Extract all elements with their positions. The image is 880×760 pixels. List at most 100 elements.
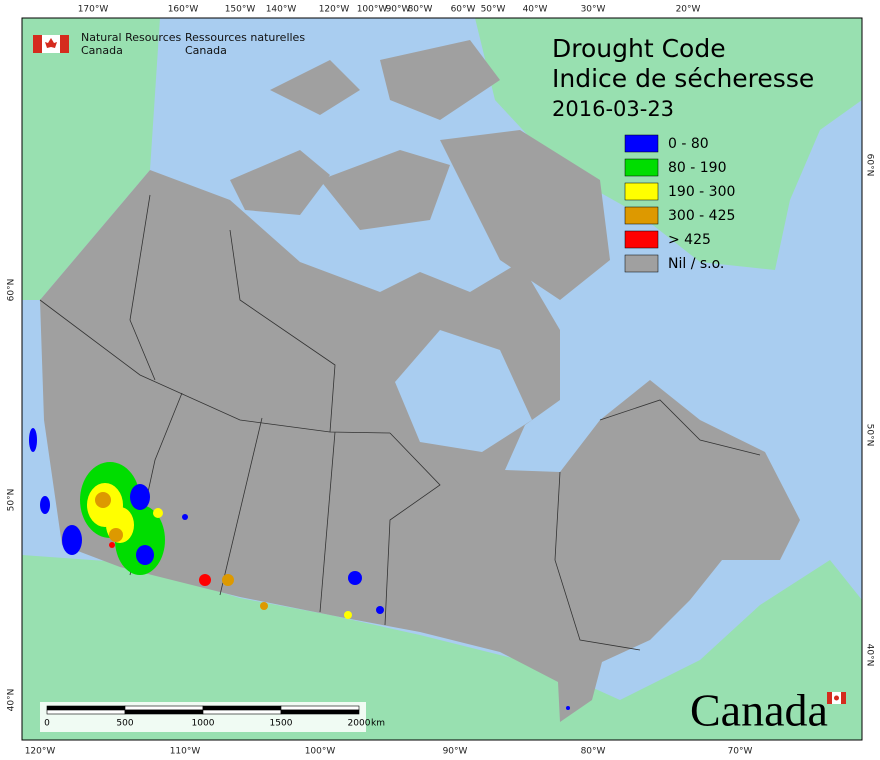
latitude-label: 50°N — [7, 489, 17, 512]
scale-segment — [124, 705, 204, 711]
scale-label: 2000 — [348, 719, 371, 729]
nrcan-signature: Natural Resources Canada Ressources natu… — [33, 31, 305, 57]
flag-bar — [60, 35, 69, 53]
drought-patch — [566, 706, 570, 710]
legend-label: 300 - 425 — [668, 208, 735, 224]
legend: 0 - 80 80 - 190 190 - 300 300 - 425 > 425 Nil… — [624, 134, 735, 273]
scale-label: 1000 — [192, 719, 215, 729]
legend-label: 190 - 300 — [668, 184, 735, 200]
longitude-label: 120°W — [25, 747, 56, 757]
longitude-label: 120°W — [319, 5, 350, 15]
scale-segment — [202, 709, 282, 715]
territory-border — [229, 229, 336, 433]
flag-bar — [841, 692, 846, 704]
scale-segment — [46, 705, 126, 711]
scale-unit: km — [371, 719, 385, 729]
longitude-label: 90°W — [386, 5, 411, 15]
longitude-label: 100°W — [357, 5, 388, 15]
drought-patch — [348, 571, 362, 585]
flag-bar — [33, 35, 42, 53]
department-fr: Canada — [185, 44, 227, 57]
longitude-label: 40°W — [523, 5, 548, 15]
arctic-island — [270, 60, 360, 115]
maple-leaf — [834, 695, 839, 701]
drought-patch — [29, 428, 37, 452]
flag-bar — [827, 692, 832, 704]
canada-wordmark: Canada — [690, 685, 846, 736]
latitude-label: 40°N — [7, 689, 17, 712]
maple-leaf — [45, 38, 57, 48]
drought-patch — [62, 525, 82, 555]
longitude-label: 90°W — [443, 747, 468, 757]
longitude-label: 80°W — [408, 5, 433, 15]
drought-patch — [109, 528, 123, 542]
latitude-label: 60°N — [7, 279, 17, 302]
greenland — [475, 18, 862, 270]
drought-patch — [130, 484, 150, 510]
drought-patch — [95, 492, 111, 508]
title: Drought Code — [552, 34, 726, 63]
wordmark: Canada — [690, 685, 828, 736]
map-frame — [21, 17, 863, 741]
scale-segment — [280, 705, 360, 711]
legend-swatch — [624, 182, 659, 201]
longitude-label: 150°W — [225, 5, 256, 15]
longitude-label: 100°W — [305, 747, 336, 757]
drought-patch — [109, 542, 115, 548]
legend-label: > 425 — [668, 232, 711, 248]
drought-patch — [199, 574, 211, 586]
scale-bar: 0 500 1000 1500 2000 km — [40, 702, 385, 732]
scale-segment — [124, 709, 204, 715]
legend-swatch — [624, 134, 659, 153]
scale-label: 500 — [116, 719, 133, 729]
graticule-labels: 170°W 160°W 150°W 140°W 120°W 100°W90°W80°W 60… — [7, 5, 875, 757]
arctic-island — [380, 40, 500, 120]
drought-patch — [376, 606, 384, 614]
date: 2016-03-23 — [552, 97, 674, 121]
drought-patch — [153, 508, 163, 518]
longitude-label: 20°W — [676, 5, 701, 15]
map-area — [21, 17, 863, 741]
legend-swatch — [624, 158, 659, 177]
title: Indice de sécheresse — [552, 64, 814, 93]
hudson-bay — [395, 330, 532, 452]
province-border — [319, 431, 336, 613]
department-en: Canada — [81, 44, 123, 57]
longitude-label: 110°W — [170, 747, 201, 757]
province-border — [554, 471, 641, 651]
arctic-island — [230, 150, 330, 215]
drought-patch — [344, 611, 352, 619]
longitude-label: 30°W — [581, 5, 606, 15]
longitude-label: 160°W — [168, 5, 199, 15]
scale-label: 0 — [44, 719, 50, 729]
legend-label: 0 - 80 — [668, 136, 709, 152]
latitude-label: 40°N — [865, 644, 875, 667]
longitude-label: 170°W — [78, 5, 109, 15]
alaska — [22, 18, 160, 300]
scale-segment — [46, 709, 126, 715]
legend-swatch — [624, 254, 659, 273]
legend-swatch — [624, 230, 659, 249]
drought-patch — [260, 602, 268, 610]
legend-swatch — [624, 206, 659, 225]
drought-patch — [136, 545, 154, 565]
drought-patch — [40, 496, 50, 514]
latitude-label: 60°N — [865, 154, 875, 177]
longitude-label: 50°W — [481, 5, 506, 15]
scale-segment — [280, 709, 360, 715]
drought-patch — [222, 574, 234, 586]
arctic-island — [320, 150, 450, 230]
usa — [22, 555, 862, 740]
longitude-label: 70°W — [728, 747, 753, 757]
province-border — [384, 432, 441, 626]
longitude-label: 60°W — [451, 5, 476, 15]
drought-patches — [29, 428, 570, 710]
scale-label: 1500 — [270, 719, 293, 729]
province-border — [219, 417, 263, 596]
longitude-label: 140°W — [266, 5, 297, 15]
legend-label: 80 - 190 — [668, 160, 727, 176]
longitude-label: 80°W — [581, 747, 606, 757]
drought-patch — [182, 514, 188, 520]
scale-segment — [202, 705, 282, 711]
